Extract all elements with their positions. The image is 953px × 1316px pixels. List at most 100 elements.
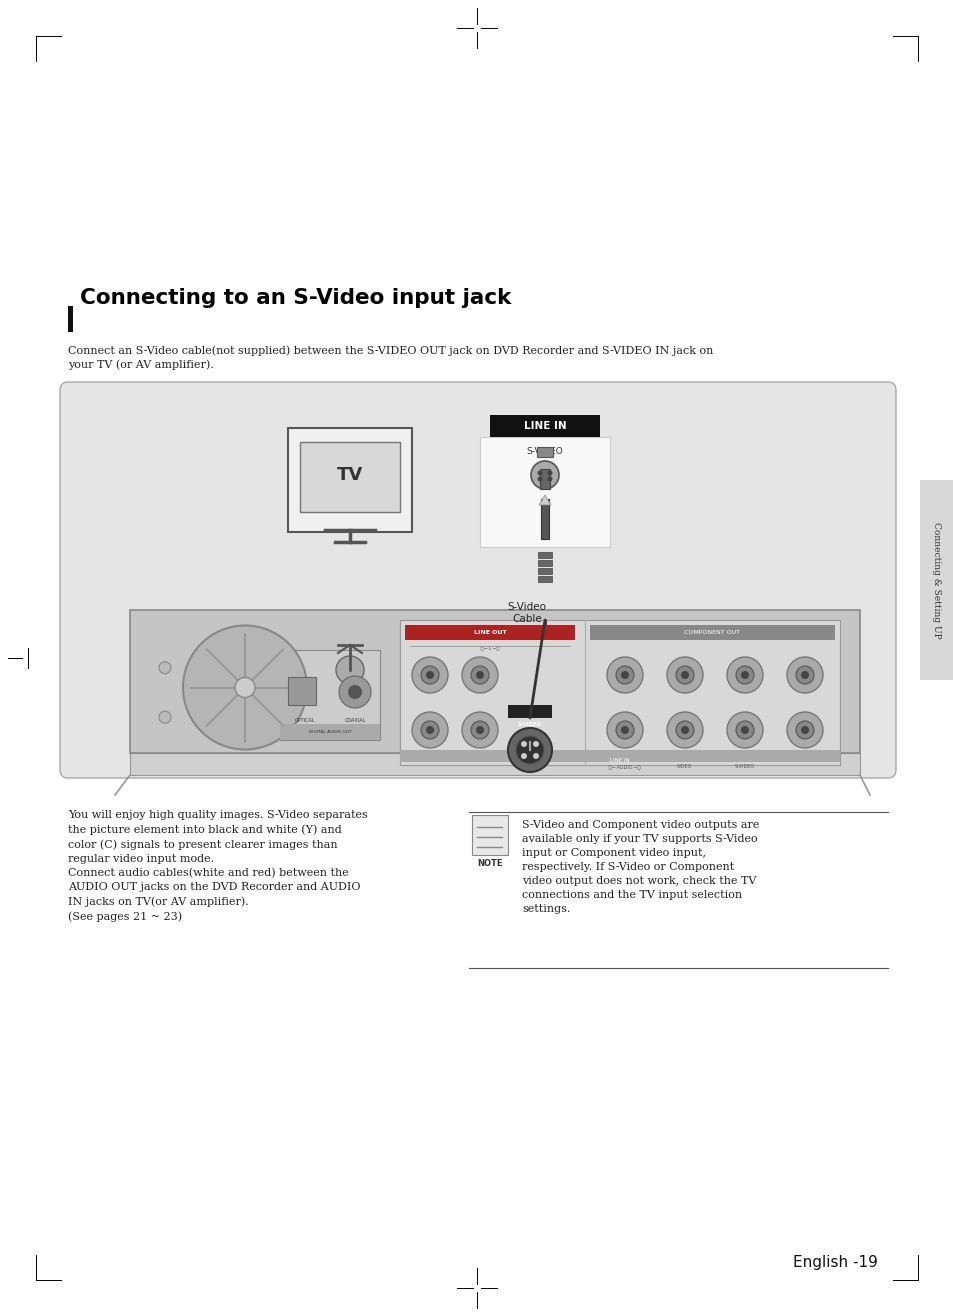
- Bar: [399, 620, 840, 765]
- Circle shape: [537, 476, 542, 482]
- Circle shape: [606, 657, 642, 694]
- Circle shape: [616, 721, 634, 740]
- Circle shape: [516, 736, 543, 765]
- Circle shape: [471, 721, 489, 740]
- Bar: [539, 468, 550, 490]
- Circle shape: [616, 666, 634, 684]
- Circle shape: [726, 712, 762, 747]
- Circle shape: [740, 726, 748, 734]
- Circle shape: [620, 726, 628, 734]
- Text: English -19: English -19: [792, 1255, 877, 1270]
- FancyBboxPatch shape: [288, 428, 412, 532]
- Text: Connecting to an S-Video input jack: Connecting to an S-Video input jack: [80, 288, 511, 308]
- Polygon shape: [538, 495, 551, 505]
- Circle shape: [426, 726, 434, 734]
- Circle shape: [471, 666, 489, 684]
- Text: S-Video
Cable: S-Video Cable: [507, 601, 546, 624]
- Circle shape: [183, 625, 307, 750]
- Bar: [537, 561, 552, 566]
- Text: S-VIDEO: S-VIDEO: [734, 765, 754, 769]
- Circle shape: [420, 721, 438, 740]
- Text: LINE IN: LINE IN: [610, 758, 629, 763]
- Text: LINE OUT: LINE OUT: [474, 630, 506, 636]
- Text: DIGITAL AUDIO OUT: DIGITAL AUDIO OUT: [309, 730, 351, 734]
- Circle shape: [533, 753, 538, 759]
- Circle shape: [606, 712, 642, 747]
- Circle shape: [537, 471, 542, 475]
- Circle shape: [476, 726, 483, 734]
- Bar: [299, 442, 399, 512]
- Text: Connecting & Setting UP: Connecting & Setting UP: [931, 521, 941, 638]
- Bar: [537, 569, 552, 574]
- Circle shape: [338, 676, 371, 708]
- Circle shape: [676, 666, 693, 684]
- Text: S-VIDEO: S-VIDEO: [526, 447, 563, 457]
- Circle shape: [234, 678, 254, 697]
- Text: Connect an S-Video cable(not supplied) between the S-VIDEO OUT jack on DVD Recor: Connect an S-Video cable(not supplied) b…: [68, 345, 713, 370]
- Circle shape: [735, 721, 753, 740]
- Text: VIDEO: VIDEO: [677, 765, 692, 769]
- Bar: [405, 625, 575, 640]
- Circle shape: [666, 712, 702, 747]
- Circle shape: [786, 712, 822, 747]
- Bar: [540, 499, 548, 540]
- Bar: [280, 724, 379, 740]
- Circle shape: [461, 712, 497, 747]
- FancyBboxPatch shape: [130, 753, 859, 775]
- Circle shape: [676, 721, 693, 740]
- Bar: [589, 625, 834, 640]
- Text: ○─ AUDIO ─○: ○─ AUDIO ─○: [608, 765, 640, 769]
- Circle shape: [461, 657, 497, 694]
- Bar: [288, 676, 315, 705]
- Bar: [399, 750, 840, 762]
- Circle shape: [531, 461, 558, 490]
- Bar: [68, 307, 73, 332]
- Circle shape: [726, 657, 762, 694]
- Circle shape: [547, 471, 552, 475]
- Circle shape: [740, 671, 748, 679]
- Bar: [130, 611, 859, 753]
- Circle shape: [533, 741, 538, 747]
- Bar: [280, 650, 379, 740]
- Bar: [537, 576, 552, 582]
- Circle shape: [335, 655, 364, 684]
- Circle shape: [507, 728, 552, 772]
- Text: S-VIDEO: S-VIDEO: [517, 722, 541, 728]
- Circle shape: [801, 726, 808, 734]
- Text: You will enjoy high quality images. S-Video separates
the picture element into b: You will enjoy high quality images. S-Vi…: [68, 811, 367, 921]
- Circle shape: [795, 666, 813, 684]
- Text: NOTE: NOTE: [476, 859, 502, 869]
- Circle shape: [735, 666, 753, 684]
- Bar: [472, 815, 507, 855]
- Bar: [507, 705, 552, 719]
- Circle shape: [426, 671, 434, 679]
- Circle shape: [680, 726, 688, 734]
- Circle shape: [476, 671, 483, 679]
- Bar: [919, 480, 953, 680]
- Circle shape: [159, 662, 171, 674]
- Circle shape: [420, 666, 438, 684]
- Circle shape: [795, 721, 813, 740]
- Circle shape: [348, 686, 361, 699]
- Text: COMPONENT OUT: COMPONENT OUT: [684, 630, 740, 636]
- Circle shape: [520, 753, 526, 759]
- Bar: [537, 551, 552, 558]
- Circle shape: [547, 476, 552, 482]
- Circle shape: [801, 671, 808, 679]
- Circle shape: [159, 711, 171, 724]
- Text: S-Video and Component video outputs are
available only if your TV supports S-Vid: S-Video and Component video outputs are …: [521, 820, 759, 915]
- Circle shape: [412, 712, 448, 747]
- Circle shape: [680, 671, 688, 679]
- Circle shape: [412, 657, 448, 694]
- Bar: [537, 447, 553, 457]
- Text: COAXIAL: COAXIAL: [344, 719, 365, 722]
- Circle shape: [520, 741, 526, 747]
- Bar: [479, 437, 609, 547]
- Circle shape: [620, 671, 628, 679]
- Text: ○─ L ─○: ○─ L ─○: [479, 645, 499, 650]
- Text: TV: TV: [336, 466, 363, 484]
- Text: OPTICAL: OPTICAL: [294, 719, 315, 722]
- Text: LINE IN: LINE IN: [523, 421, 566, 432]
- FancyBboxPatch shape: [60, 382, 895, 778]
- Circle shape: [786, 657, 822, 694]
